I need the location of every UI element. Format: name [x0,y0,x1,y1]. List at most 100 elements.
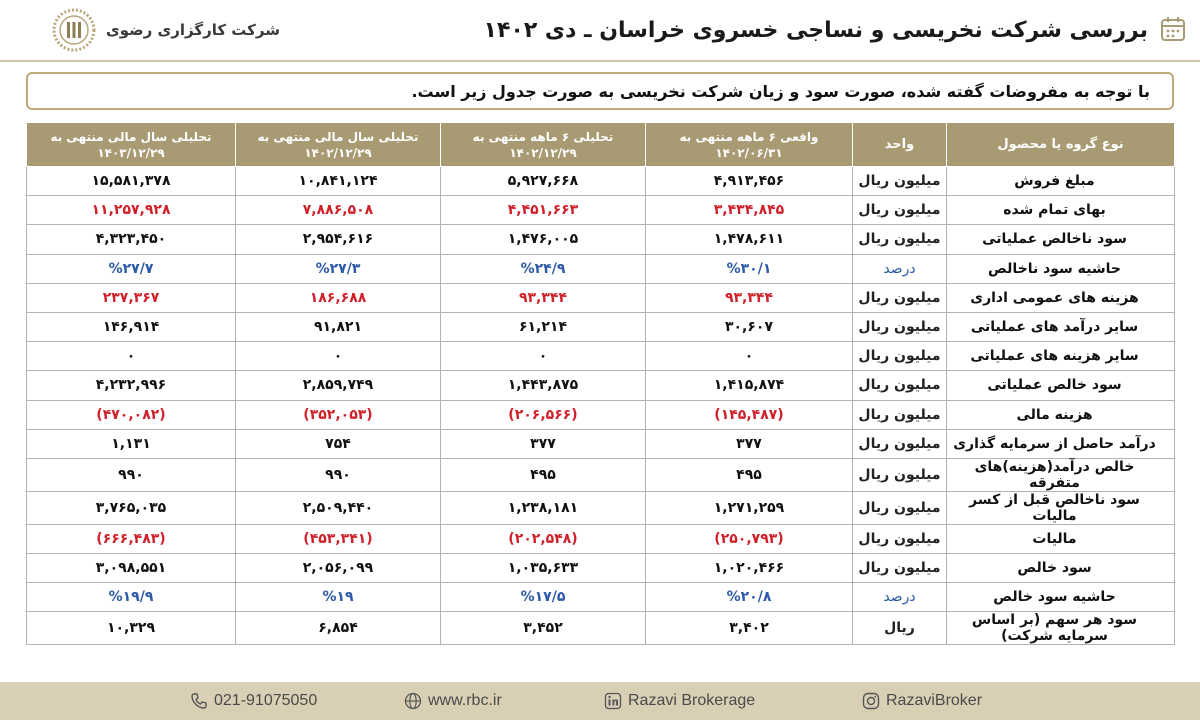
row-unit: درصد [852,582,947,613]
row-unit: میلیون ریال [852,224,947,255]
cell-col3: ۹۱,۸۲۱ [235,311,441,343]
header-col2: تحلیلی ۶ ماهه منتهی به ۱۴۰۲/۱۲/۲۹ [440,122,646,167]
cell-col4: ۴,۲۳۲,۹۹۶ [26,370,236,401]
page-title-wrap: بررسی شرکت نخریسی و نساجی خسروی خراسان ـ… [484,12,1148,48]
cell-col2: ۴۹۵ [440,457,646,492]
row-unit: میلیون ریال [852,165,947,197]
row-unit: میلیون ریال [852,370,947,401]
table-row: سود ناخالص قبل از کسر مالیات میلیون ریال… [26,490,1175,525]
page-header: بررسی شرکت نخریسی و نساجی خسروی خراسان ـ… [0,0,1200,60]
footer-instagram[interactable]: RazaviBroker [862,690,982,712]
row-unit: میلیون ریال [852,457,947,492]
row-unit: میلیون ریال [852,195,947,226]
cell-col1: ۳,۴۰۲ [645,611,853,646]
row-label: بهای تمام شده [946,195,1175,226]
footer-linkedin-text: Razavi Brokerage [628,692,756,709]
cell-col3: ۲,۸۵۹,۷۴۹ [235,370,441,401]
cell-col1: ۴۹۵ [645,457,853,492]
cell-col2: ۴,۴۵۱,۶۶۳ [440,195,646,226]
table-row: سود ناخالص عملیاتی میلیون ریال ۱,۴۷۸,۶۱۱… [26,224,1175,255]
cell-col3: ۷۵۴ [235,428,441,459]
table-row: حاشیه سود خالص درصد %۲۰/۸ %۱۷/۵ %۱۹ %۱۹/… [26,582,1175,613]
cell-col4: ۲۳۷,۳۶۷ [26,282,236,313]
cell-col4: %۲۷/۷ [26,253,236,284]
row-unit: میلیون ریال [852,523,947,555]
intro-text: با توجه به مفروضات گفته شده، صورت سود و … [411,81,1150,101]
row-label: خالص درآمد(هزینه)های متفرقه [946,457,1175,492]
cell-col3: ۹۹۰ [235,457,441,492]
calendar-icon [1161,17,1185,41]
row-label: درآمد حاصل از سرمایه گذاری [946,428,1175,459]
row-label: سود خالص [946,553,1175,584]
page-footer: 021-91075050 www.rbc.ir Razavi Brokerage… [0,682,1200,720]
cell-col2: ۰ [440,341,646,372]
cell-col4: ۹۹۰ [26,457,236,492]
cell-col3: ۱۸۶,۶۸۸ [235,282,441,313]
row-unit: میلیون ریال [852,428,947,459]
cell-col1: ۳۷۷ [645,428,853,459]
header-col3-line1: تحلیلی سال مالی منتهی به [257,129,419,144]
row-unit: میلیون ریال [852,399,947,430]
header-unit: واحد [852,122,947,167]
cell-col4: (۴۷۰,۰۸۲) [26,399,236,430]
row-unit: میلیون ریال [852,490,947,525]
cell-col4: ۳,۰۹۸,۵۵۱ [26,553,236,584]
brand: شرکت کارگزاری رضوی [52,8,280,52]
cell-col2: (۲۰۲,۵۴۸) [440,523,646,555]
cell-col4: ۱۵,۵۸۱,۳۷۸ [26,165,236,197]
globe-icon [404,692,422,710]
header-divider [0,60,1200,62]
header-col1-line2: ۱۴۰۲/۰۶/۳۱ [715,145,783,160]
footer-website[interactable]: www.rbc.ir [404,690,502,712]
footer-phone[interactable]: 021-91075050 [190,690,317,712]
row-unit: ریال [852,611,947,646]
cell-col3: ۲,۰۵۶,۰۹۹ [235,553,441,584]
cell-col4: ۴,۳۲۳,۴۵۰ [26,224,236,255]
cell-col3: (۳۵۲,۰۵۳) [235,399,441,430]
row-label: هزینه های عمومی اداری [946,282,1175,313]
cell-col1: ۳,۴۳۴,۸۴۵ [645,195,853,226]
cell-col1: ۱,۰۲۰,۴۶۶ [645,553,853,584]
linkedin-icon [604,692,622,710]
header-col1-line1: واقعی ۶ ماهه منتهی به [679,129,819,144]
header-col1: واقعی ۶ ماهه منتهی به ۱۴۰۲/۰۶/۳۱ [645,122,853,167]
table-row: خالص درآمد(هزینه)های متفرقه میلیون ریال … [26,457,1175,492]
instagram-icon [862,692,880,710]
cell-col4: ۰ [26,341,236,372]
table-row: هزینه های عمومی اداری میلیون ریال ۹۳,۳۴۴… [26,282,1175,313]
brand-logo [52,8,96,52]
cell-col2: ۳۷۷ [440,428,646,459]
header-col4-line1: تحلیلی سال مالی منتهی به [50,129,212,144]
row-label: سایر هزینه های عملیاتی [946,341,1175,372]
cell-col1: (۱۴۵,۴۸۷) [645,399,853,430]
row-label: سود ناخالص عملیاتی [946,224,1175,255]
table-row: سایر هزینه های عملیاتی میلیون ریال ۰ ۰ ۰… [26,341,1175,372]
footer-phone-text: 021-91075050 [214,692,318,709]
row-unit: میلیون ریال [852,341,947,372]
header-col2-line2: ۱۴۰۲/۱۲/۲۹ [509,145,577,160]
cell-col4: ۳,۷۶۵,۰۳۵ [26,490,236,525]
row-label: سایر درآمد های عملیاتی [946,311,1175,343]
cell-col4: ۱۱,۲۵۷,۹۲۸ [26,195,236,226]
table-row: درآمد حاصل از سرمایه گذاری میلیون ریال ۳… [26,428,1175,459]
header-col3-line2: ۱۴۰۲/۱۲/۲۹ [304,145,372,160]
cell-col2: ۶۱,۲۱۴ [440,311,646,343]
cell-col1: %۲۰/۸ [645,582,853,613]
header-col4-line2: ۱۴۰۳/۱۲/۲۹ [97,145,165,160]
footer-linkedin[interactable]: Razavi Brokerage [604,690,755,712]
cell-col2: ۱,۴۷۶,۰۰۵ [440,224,646,255]
header-col4: تحلیلی سال مالی منتهی به ۱۴۰۳/۱۲/۲۹ [26,122,236,167]
table-row: هزینه مالی میلیون ریال (۱۴۵,۴۸۷) (۲۰۶,۵۶… [26,399,1175,430]
cell-col2: ۱,۴۴۳,۸۷۵ [440,370,646,401]
page-title: بررسی شرکت نخریسی و نساجی خسروی خراسان ـ… [483,17,1148,43]
table-row: حاشیه سود ناخالص درصد %۳۰/۱ %۲۴/۹ %۲۷/۳ … [26,253,1175,284]
cell-col1: ۱,۲۷۱,۲۵۹ [645,490,853,525]
cell-col3: ۷,۸۸۶,۵۰۸ [235,195,441,226]
cell-col3: ۲,۹۵۴,۶۱۶ [235,224,441,255]
row-label: مبلغ فروش [946,165,1175,197]
cell-col2: ۵,۹۲۷,۶۶۸ [440,165,646,197]
phone-icon [191,693,207,709]
cell-col1: ۱,۴۷۸,۶۱۱ [645,224,853,255]
intro-box: با توجه به مفروضات گفته شده، صورت سود و … [26,72,1174,110]
cell-col2: %۲۴/۹ [440,253,646,284]
